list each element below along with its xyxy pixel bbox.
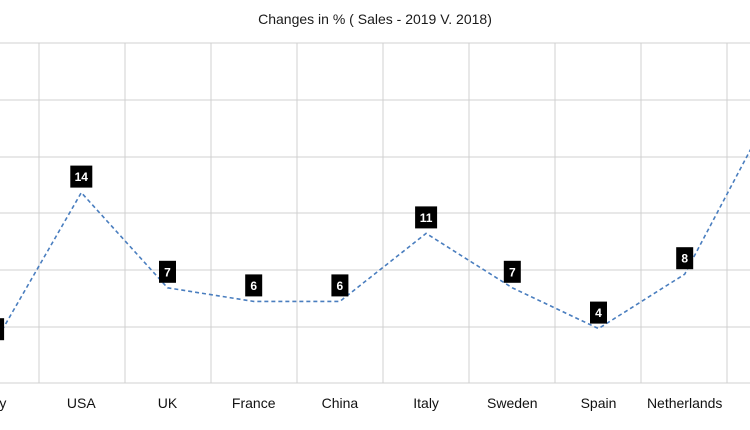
data-label: 7	[503, 260, 521, 283]
chart-title: Changes in % ( Sales - 2019 V. 2018)	[258, 11, 492, 27]
x-axis-tick-labels: any USA UK France China Italy Sweden Spain Nethe…	[0, 395, 722, 411]
x-tick-label: France	[232, 395, 276, 411]
data-label-text: 8	[681, 252, 688, 266]
x-tick-label: USA	[67, 395, 96, 411]
x-tick-label: Italy	[413, 395, 439, 411]
data-label-box	[245, 274, 263, 297]
data-label-box	[331, 274, 349, 297]
grid	[0, 42, 750, 384]
series-line-group	[0, 148, 750, 336]
data-label: 7	[159, 260, 176, 283]
x-tick-label: Netherlands	[647, 395, 723, 411]
data-label-box	[0, 318, 5, 341]
data-label-box	[159, 260, 176, 283]
x-tick-label: any	[0, 395, 6, 411]
data-label-text: 6	[250, 279, 257, 293]
data-label-box	[590, 301, 607, 324]
x-tick-label: China	[322, 395, 359, 411]
data-label: 6	[245, 274, 263, 297]
data-label-text: 6	[337, 279, 344, 293]
data-label-text: 11	[420, 211, 433, 225]
x-tick-label: UK	[158, 395, 178, 411]
data-labels: 14 7 6 6 11 7 4 8	[0, 165, 694, 341]
data-label: 8	[676, 247, 694, 270]
data-label-text: 7	[509, 265, 516, 279]
x-tick-label: Spain	[581, 395, 617, 411]
data-label-text: 4	[595, 306, 602, 320]
data-label-box	[415, 206, 438, 229]
data-label: 11	[415, 206, 438, 229]
data-label-box	[676, 247, 694, 270]
data-label-text: 7	[164, 265, 171, 279]
data-label: 14	[70, 165, 93, 188]
data-label: 6	[331, 274, 349, 297]
data-label-box	[70, 165, 93, 188]
data-label-text: 14	[75, 170, 89, 184]
x-tick-label: Sweden	[487, 395, 538, 411]
series-line	[0, 148, 750, 336]
data-label-box	[503, 260, 521, 283]
data-label: 4	[590, 301, 607, 324]
